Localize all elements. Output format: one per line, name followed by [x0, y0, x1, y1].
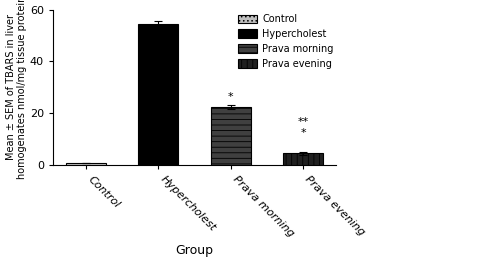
Bar [138, 24, 178, 165]
Bar [210, 107, 250, 165]
Text: *: * [300, 128, 306, 138]
Text: *: * [228, 92, 234, 102]
Bar [66, 163, 106, 165]
X-axis label: Group: Group [176, 244, 214, 257]
Bar [283, 153, 323, 165]
Text: **: ** [298, 117, 308, 127]
Legend: Control, Hypercholest, Prava morning, Prava evening: Control, Hypercholest, Prava morning, Pr… [235, 11, 336, 72]
Y-axis label: Mean ± SEM of TBARS in liver
homogenates nmol/mg tissue protein: Mean ± SEM of TBARS in liver homogenates… [6, 0, 27, 179]
